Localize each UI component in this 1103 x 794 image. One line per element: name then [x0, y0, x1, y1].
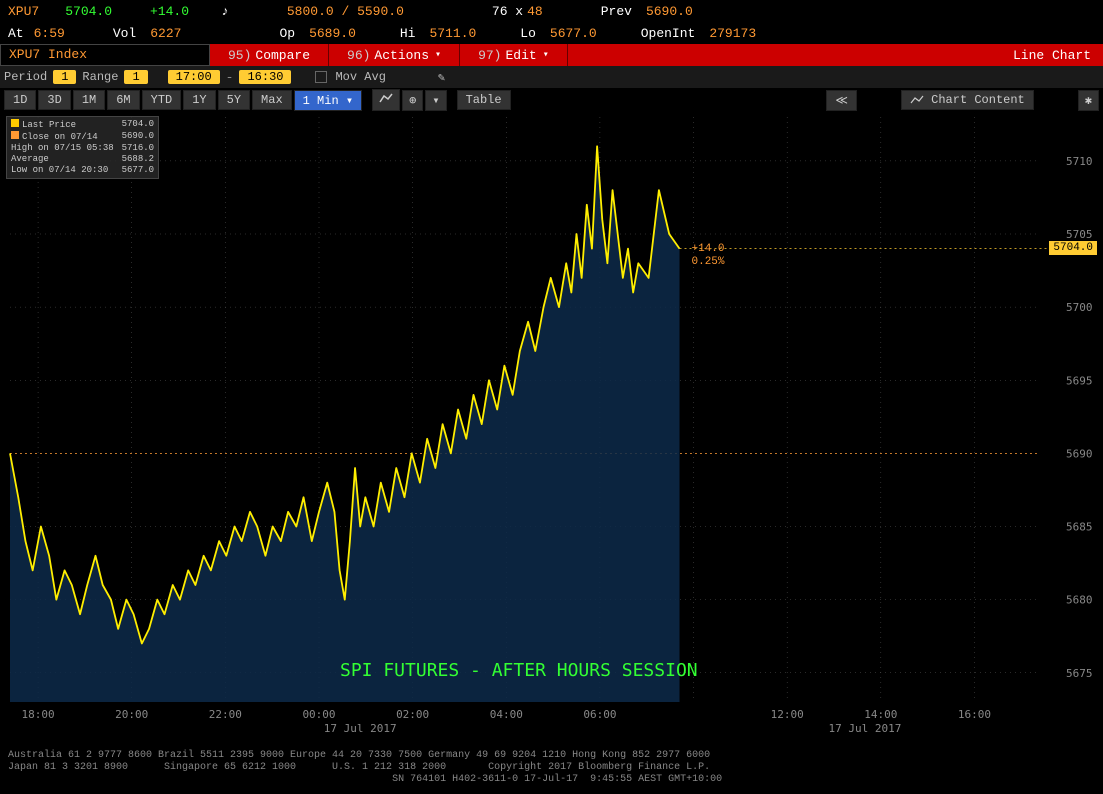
grid-y: 48 [527, 4, 543, 19]
svg-text:22:00: 22:00 [209, 708, 242, 721]
footer-line-2: Japan 81 3 3201 8900 Singapore 65 6212 1… [8, 762, 1095, 774]
svg-text:5680: 5680 [1066, 594, 1093, 607]
spark-icon: ♪ [221, 4, 229, 19]
range-button-ytd[interactable]: YTD [142, 90, 182, 110]
footer: Australia 61 2 9777 8600 Brazil 5511 239… [0, 748, 1103, 788]
period-input[interactable]: 1 [53, 70, 76, 84]
svg-text:20:00: 20:00 [115, 708, 148, 721]
op-label: Op [279, 26, 295, 41]
command-bar: XPU7 Index 95) Compare 96) Actions ▾ 97)… [0, 44, 1103, 66]
edit-button[interactable]: 97) Edit ▾ [460, 44, 568, 66]
chart-area[interactable]: 5675 5680 5685 5690 5695 5700 5705 5710 18:00 20:… [0, 112, 1103, 748]
price-chart: 5675 5680 5685 5690 5695 5700 5705 5710 18:00 20:… [0, 112, 1103, 748]
svg-text:5710: 5710 [1066, 155, 1093, 168]
last-price: 5704.0 [65, 4, 112, 19]
footer-line-1: Australia 61 2 9777 8600 Brazil 5511 239… [8, 750, 1095, 762]
lo-label: Lo [520, 26, 536, 41]
svg-text:02:00: 02:00 [396, 708, 429, 721]
vol-value: 6227 [150, 26, 181, 41]
prev-label: Prev [601, 4, 632, 19]
movavg-checkbox[interactable] [315, 71, 327, 83]
scroll-left-button[interactable]: ≪ [826, 90, 857, 111]
svg-text:04:00: 04:00 [490, 708, 523, 721]
hi-value: 5711.0 [429, 26, 476, 41]
svg-text:5675: 5675 [1066, 667, 1093, 680]
svg-text:5700: 5700 [1066, 301, 1093, 314]
svg-text:16:00: 16:00 [958, 708, 991, 721]
chart-annotation: SPI FUTURES - AFTER HOURS SESSION [340, 660, 698, 681]
ticker-symbol: XPU7 [8, 4, 39, 19]
dropdown-icon[interactable]: ▾ [425, 90, 446, 111]
svg-text:00:00: 00:00 [302, 708, 335, 721]
gear-icon[interactable]: ✱ [1078, 90, 1099, 111]
actions-button[interactable]: 96) Actions ▾ [329, 44, 460, 66]
chart-type-title: Line Chart [1001, 44, 1103, 66]
vol-label: Vol [113, 26, 136, 41]
header-row-2: At 6:59 Vol 6227 Op 5689.0 Hi 5711.0 Lo … [0, 22, 1103, 44]
price-tag: 5704.0 [1049, 241, 1097, 255]
chart-legend: Last Price5704.0Close on 07/145690.0High… [6, 116, 159, 179]
chevron-down-icon: ▾ [435, 49, 441, 61]
compare-button[interactable]: 95) Compare [210, 44, 329, 66]
period-label: Period [4, 70, 47, 84]
grid-x: 76 x [492, 4, 523, 19]
range-button-1m[interactable]: 1M [73, 90, 105, 110]
hi-label: Hi [400, 26, 416, 41]
prev-value: 5690.0 [646, 4, 693, 19]
svg-text:5690: 5690 [1066, 447, 1093, 460]
svg-text:17 Jul 2017: 17 Jul 2017 [828, 722, 901, 735]
time-from-input[interactable]: 17:00 [168, 70, 220, 84]
line-chart-icon[interactable] [372, 89, 400, 111]
pencil-icon[interactable]: ✎ [438, 70, 445, 85]
oi-value: 279173 [709, 26, 756, 41]
svg-text:14:00: 14:00 [864, 708, 897, 721]
svg-text:5685: 5685 [1066, 521, 1093, 534]
op-value: 5689.0 [309, 26, 356, 41]
interval-select[interactable]: 1 Min ▾ [294, 90, 362, 111]
svg-text:5695: 5695 [1066, 374, 1093, 387]
range-button-1d[interactable]: 1D [4, 90, 36, 110]
movavg-label: Mov Avg [335, 70, 385, 84]
svg-text:18:00: 18:00 [22, 708, 55, 721]
range-button-1y[interactable]: 1Y [183, 90, 215, 110]
range-button-3d[interactable]: 3D [38, 90, 70, 110]
at-label: At [8, 26, 24, 41]
chevron-down-icon: ▾ [543, 49, 549, 61]
svg-text:12:00: 12:00 [771, 708, 804, 721]
footer-line-3: SN 764101 H402-3611-0 17-Jul-17 9:45:55 … [8, 774, 1095, 786]
time-to-input[interactable]: 16:30 [239, 70, 291, 84]
range-button-6m[interactable]: 6M [107, 90, 139, 110]
ticker-input[interactable]: XPU7 Index [0, 44, 210, 66]
lo-value: 5677.0 [550, 26, 597, 41]
svg-text:06:00: 06:00 [583, 708, 616, 721]
price-change: +14.0 [150, 4, 189, 19]
chevron-down-icon: ▾ [346, 94, 353, 108]
svg-text:17 Jul 2017: 17 Jul 2017 [324, 722, 397, 735]
table-button[interactable]: Table [457, 90, 511, 110]
chart-content-button[interactable]: Chart Content [901, 90, 1034, 110]
svg-text:5705: 5705 [1066, 228, 1093, 241]
config-bar: Period 1 Range 1 17:00 - 16:30 Mov Avg ✎ [0, 66, 1103, 88]
crosshair-icon[interactable]: ⊕ [402, 90, 423, 111]
at-value: 6:59 [34, 26, 65, 41]
range-button-5y[interactable]: 5Y [218, 90, 250, 110]
header-row-1: XPU7 5704.0 +14.0 ♪ 5800.0 / 5590.0 76 x… [0, 0, 1103, 22]
day-range: 5800.0 / 5590.0 [287, 4, 404, 19]
range-button-max[interactable]: Max [252, 90, 292, 110]
delta-label: +14.00.25% [692, 243, 725, 269]
oi-label: OpenInt [641, 26, 696, 41]
range-toolbar: 1D3D1M6MYTD1Y5YMax 1 Min ▾ ⊕ ▾ Table ≪ C… [0, 88, 1103, 112]
range-label: Range [82, 70, 118, 84]
range-input[interactable]: 1 [124, 70, 147, 84]
